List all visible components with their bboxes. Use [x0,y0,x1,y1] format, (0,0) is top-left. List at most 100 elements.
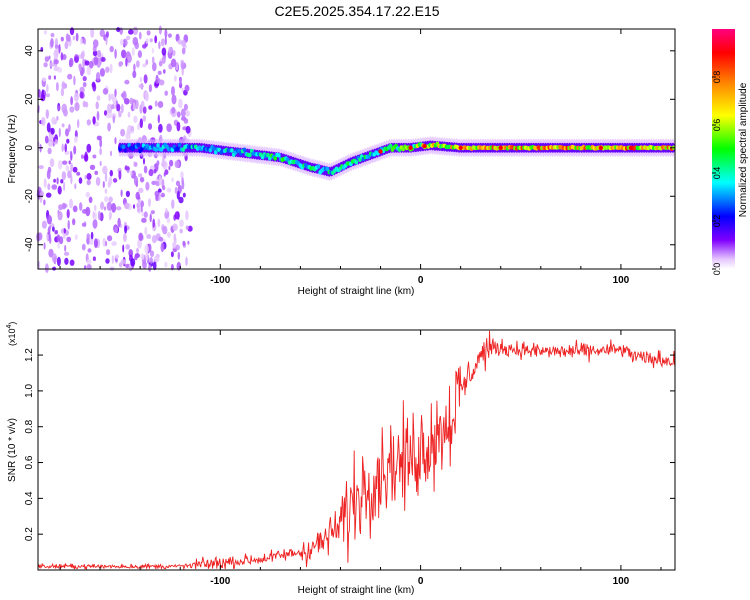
noise-blob [168,165,171,171]
noise-blob [65,164,70,172]
noise-blob [50,38,54,48]
noise-blob [69,198,73,209]
noise-blob [99,161,102,166]
noise-blob [76,171,81,176]
noise-blob [166,187,172,193]
noise-blob [111,255,115,264]
ridge-point [325,166,330,172]
noise-blob [145,38,149,44]
noise-blob [182,192,186,198]
noise-blob [184,84,190,92]
spectrogram-y-label: Frequency (Hz) [7,115,18,184]
noise-blob [180,61,184,70]
noise-blob [133,115,138,124]
noise-blob [116,103,121,112]
noise-blob [82,82,87,88]
noise-blob [140,200,145,208]
noise-blob [152,261,157,271]
noise-blob [120,128,126,137]
noise-blob [70,174,73,185]
noise-blob [58,204,64,211]
noise-blob [74,234,78,240]
noise-blob [149,250,155,257]
noise-blob [109,63,113,74]
noise-blob [185,210,189,221]
noise-blob [57,160,63,170]
figure-title: C2E5.2025.354.17.22.E15 [274,3,439,19]
noise-blob [133,204,135,209]
colorbar-tick-label: 0.0 [712,263,722,276]
noise-blob [95,101,99,110]
noise-blob [121,49,127,59]
noise-blob [131,125,135,134]
noise-blob [69,259,75,266]
noise-blob [44,56,50,63]
noise-blob [117,217,121,228]
noise-blob [170,58,177,68]
noise-blob [157,101,164,108]
ridge-point [230,148,234,153]
noise-blob [112,115,116,124]
ridge-point [121,144,126,149]
noise-blob [158,236,164,242]
noise-blob [58,44,61,54]
noise-blob [108,196,113,203]
noise-blob [74,102,80,112]
noise-blob [44,135,49,144]
noise-blob [95,72,101,82]
noise-blob [67,170,72,179]
noise-blob [175,61,179,71]
y-tick-label: 0.6 [24,455,35,469]
noise-blob [148,84,152,93]
noise-blob [176,111,181,118]
noise-blob [78,177,83,184]
noise-blob [154,190,160,197]
noise-blob [94,211,97,221]
noise-blob [87,248,92,253]
noise-blob [118,61,123,68]
noise-blob [51,184,58,190]
noise-blob [92,50,98,57]
noise-blob [75,32,79,42]
noise-blob [172,49,176,57]
snr-frame [37,329,676,571]
noise-blob [138,173,143,178]
noise-blob [124,166,130,171]
noise-blob [90,28,95,38]
noise-blob [92,83,97,92]
noise-blob [158,60,163,67]
noise-blob [120,259,127,265]
y-tick-label: 0.2 [24,527,35,541]
noise-blob [84,265,87,270]
y-tick-label: 40 [24,45,35,57]
noise-blob [122,38,128,47]
noise-blob [82,58,85,69]
noise-blob [158,25,162,35]
noise-blob [155,180,160,187]
noise-blob [145,59,149,66]
noise-blob [63,251,70,256]
noise-blob [64,244,67,252]
noise-blob [114,254,120,259]
noise-blob [123,233,127,242]
snr-marks [37,330,676,571]
colorbar-gradient [712,29,735,269]
noise-blob [67,220,70,230]
noise-blob [119,39,124,46]
noise-blob [45,93,51,98]
noise-blob [160,38,165,47]
noise-blob [148,264,152,272]
ridge-point [388,143,393,149]
noise-blob [155,74,159,85]
noise-blob [65,128,69,137]
noise-blob [120,93,126,98]
noise-blob [144,244,149,254]
noise-blob [61,81,66,90]
noise-blob [66,209,70,219]
noise-blob [166,123,172,132]
ridge-peak [498,145,503,150]
ridge-point [177,142,182,148]
noise-blob [53,137,56,142]
noise-blob [49,62,55,67]
noise-blob [178,98,183,109]
